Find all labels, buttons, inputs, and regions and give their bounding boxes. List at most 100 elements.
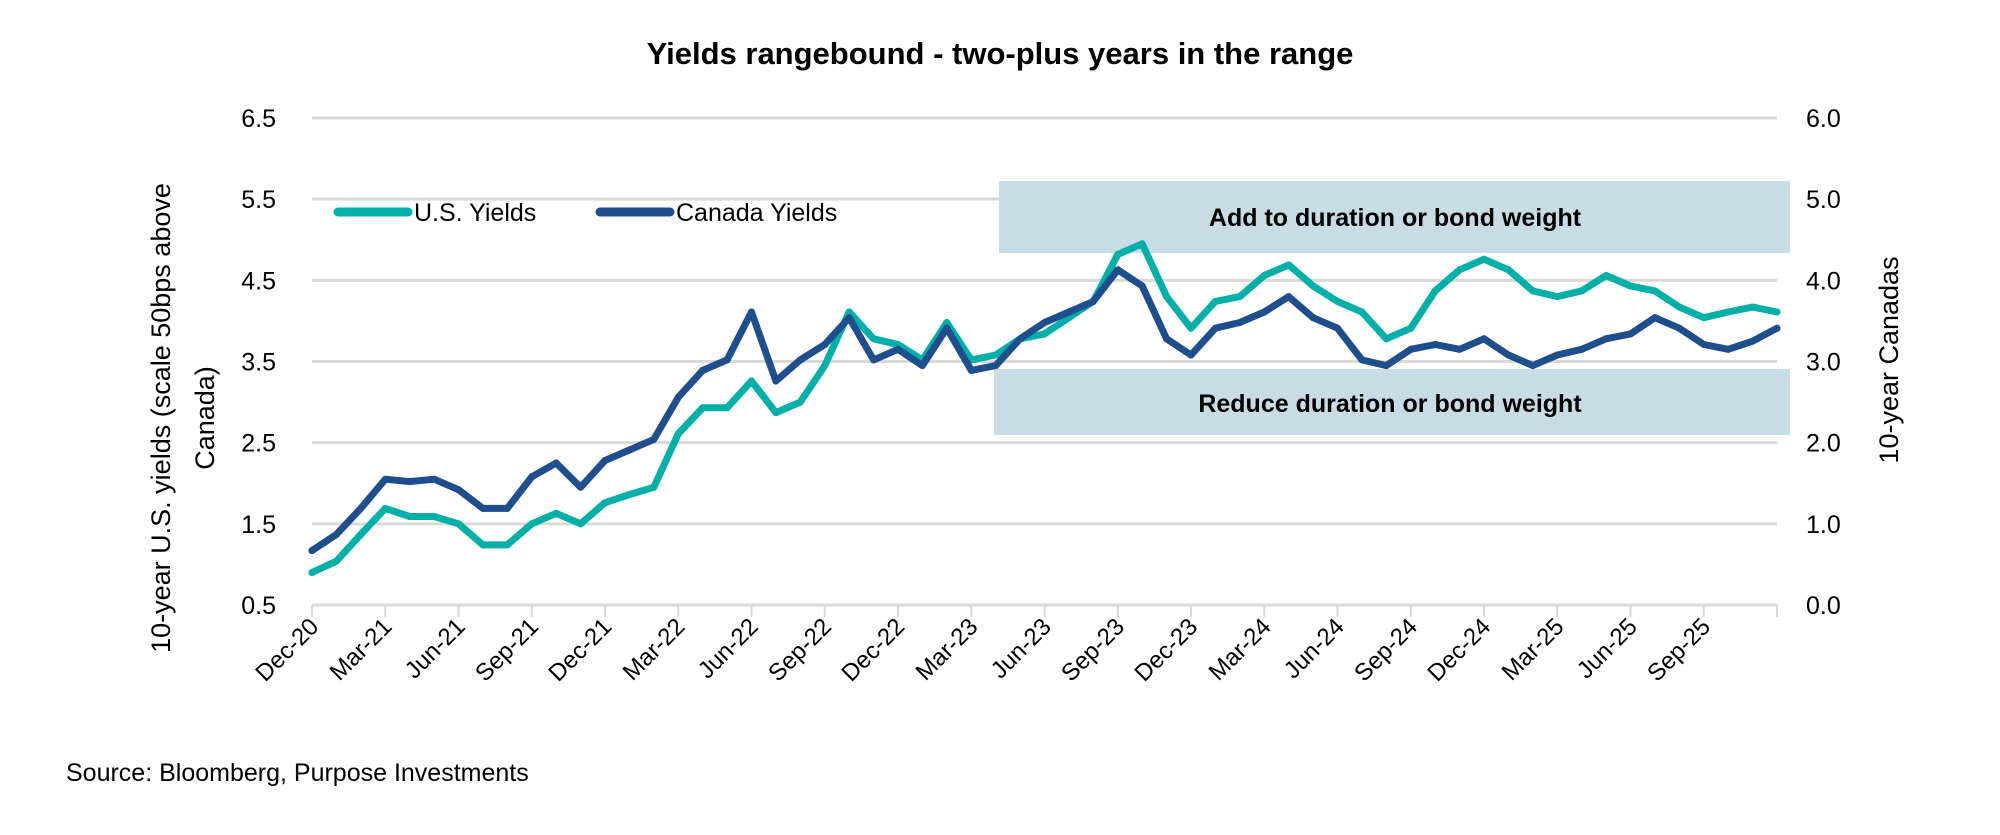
y-left-tick-label: 2.5 (241, 430, 276, 458)
y-right-tick-label: 4.0 (1806, 267, 1841, 295)
canada-yield-point (1163, 335, 1171, 343)
canada-yield-point (1578, 345, 1586, 353)
canada-yield-point (357, 504, 365, 512)
us-yield-point (479, 541, 487, 549)
us-yield-point (406, 513, 414, 521)
add-duration-label: Add to duration or bond weight (1209, 204, 1582, 232)
canada-yield-point (1456, 345, 1464, 353)
us-yield-point (1724, 308, 1732, 316)
canada-yield-point (577, 483, 585, 491)
canada-yield-point (821, 340, 829, 348)
canada-yield-point (1724, 345, 1732, 353)
us-yield-point (1041, 330, 1048, 338)
x-tick-label: Dec-22 (836, 613, 910, 687)
canada-yield-point (1749, 337, 1757, 345)
us-yield-point (1358, 308, 1366, 316)
x-tick-label: Sep-25 (1642, 613, 1716, 687)
canada-yield-point (894, 345, 902, 353)
x-tick-label: Dec-21 (543, 613, 617, 687)
us-yield-point (1382, 335, 1390, 343)
canada-yield-point (1187, 351, 1195, 359)
canada-yield-point (1431, 340, 1439, 348)
us-yield-point (674, 430, 682, 438)
x-tick-label: Sep-23 (1056, 613, 1130, 687)
x-tick-label: Jun-21 (400, 613, 471, 684)
canada-yield-point (1407, 345, 1415, 353)
us-yield-point (943, 319, 951, 327)
y-axis-left-title-line1: 10-year U.S. yields (scale 50bps above (146, 183, 176, 653)
y-left-tick-label: 3.5 (241, 349, 276, 377)
canada-yield-point (1334, 324, 1341, 332)
us-yield-point (772, 409, 780, 417)
us-yield-point (1456, 266, 1464, 274)
canada-yield-point (992, 362, 1000, 370)
canada-yield-point (406, 478, 414, 486)
canada-yield-point (1773, 324, 1781, 332)
y-right-tick-label: 6.0 (1806, 105, 1841, 133)
x-tick-label: Mar-24 (1204, 613, 1277, 686)
canada-yield-point (1358, 356, 1366, 364)
us-yield-point (1651, 287, 1659, 295)
canada-yield-point (1675, 324, 1683, 332)
us-yield-point (1309, 282, 1317, 290)
x-tick-label: Sep-21 (470, 613, 544, 687)
canada-yield-point (1529, 362, 1537, 370)
legend-canada-label: Canada Yields (676, 199, 837, 227)
canada-yield-point (601, 457, 609, 465)
us-yield-point (1431, 287, 1439, 295)
y-axis-left-title-line2: Canada) (190, 366, 220, 470)
canada-yield-point (1627, 330, 1634, 338)
us-yield-point (332, 557, 340, 565)
x-tick-label: Jun-25 (1572, 613, 1643, 684)
us-yield-point (1675, 303, 1683, 311)
us-yield-point (699, 404, 707, 412)
canada-yield-point (845, 314, 853, 322)
us-yield-point (821, 362, 829, 370)
x-tick-label: Mar-23 (911, 613, 984, 686)
canada-yield-point (1089, 297, 1097, 305)
us-yield-point (1529, 287, 1537, 295)
us-yield-point (455, 520, 462, 528)
canada-yield-point (1285, 293, 1293, 301)
us-yield-point (381, 504, 389, 512)
canada-yield-point (1211, 324, 1219, 332)
y-left-tick-label: 6.5 (241, 105, 276, 133)
canada-yield-point (455, 486, 462, 494)
y-axis-left: 6.5 5.5 4.5 3.5 2.5 1.5 0.5 (241, 105, 276, 620)
us-yield-point (992, 351, 1000, 359)
canada-yield-point (1309, 314, 1317, 322)
y-axis-right-title: 10-year Canadas (1874, 256, 1904, 463)
canada-yield-point (674, 393, 682, 401)
reduce-duration-box (994, 369, 1790, 435)
legend-us-label: U.S. Yields (414, 199, 536, 227)
source-note: Source: Bloomberg, Purpose Investments (66, 759, 529, 787)
us-yield-point (1285, 261, 1293, 269)
canada-yield-point (1138, 282, 1146, 290)
us-yield-point (528, 520, 536, 528)
canada-yield-point (1114, 266, 1122, 274)
canada-yield-point (699, 366, 707, 374)
canada-yield-point (479, 504, 487, 512)
reduce-duration-label: Reduce duration or bond weight (1198, 390, 1582, 418)
canada-yield-point (918, 362, 926, 370)
us-yield-point (1553, 293, 1561, 301)
us-yield-point (650, 483, 658, 491)
us-yield-point (894, 340, 902, 348)
us-yield-point (1334, 297, 1341, 305)
x-tick-label: Dec-24 (1422, 613, 1496, 687)
us-yield-point (308, 569, 316, 577)
x-tick-label: Mar-21 (325, 613, 398, 686)
us-yield-point (1700, 314, 1708, 322)
canada-yield-point (1236, 319, 1244, 327)
canada-yield-point (1504, 351, 1512, 359)
canada-yield-point (1382, 362, 1390, 370)
us-yield-point (845, 308, 853, 316)
x-axis: Dec-20 Mar-21 Jun-21 Sep-21 Dec-21 Mar-22 Jun-… (250, 605, 1778, 687)
us-yield-point (748, 377, 755, 385)
us-yield-point (1163, 293, 1171, 301)
us-yield-point (1138, 240, 1146, 248)
chart-title: Yields rangebound - two-plus years in th… (647, 36, 1354, 71)
gridlines (312, 116, 1777, 607)
x-tick-label: Jun-23 (986, 613, 1057, 684)
